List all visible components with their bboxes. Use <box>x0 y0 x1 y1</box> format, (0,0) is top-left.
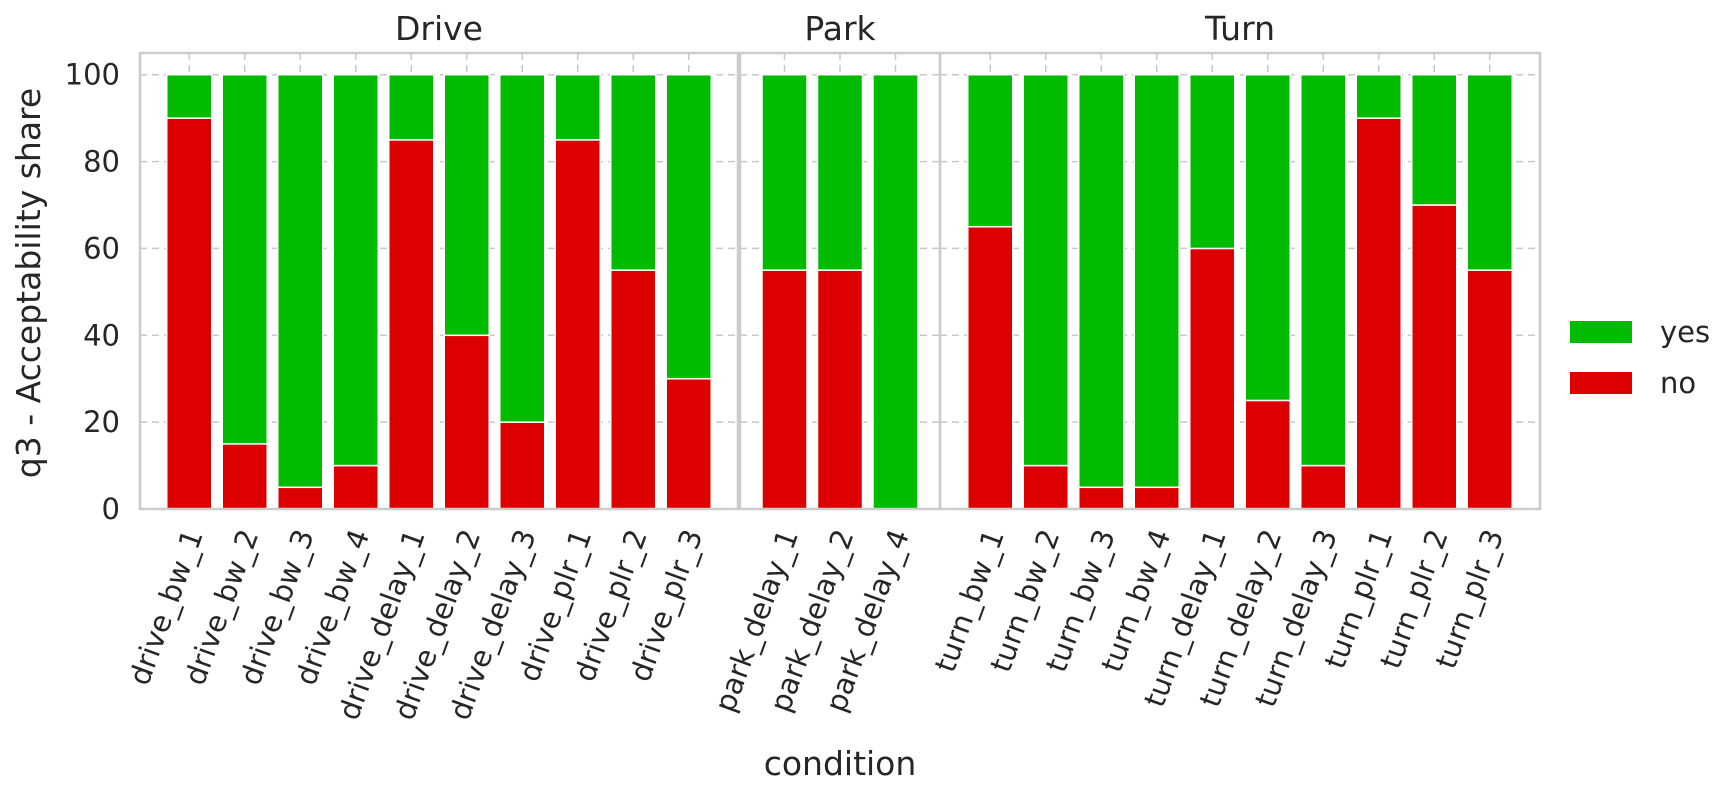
frame-layer <box>138 51 1542 511</box>
bar-no-park_delay_2 <box>816 269 864 510</box>
bar-no-drive_bw_1 <box>166 117 213 510</box>
bar-yes-drive_bw_4 <box>332 73 379 467</box>
bar-no-drive_delay_1 <box>388 139 435 510</box>
bar-yes-turn_bw_4 <box>1133 73 1180 489</box>
panel-title: Drive <box>395 9 483 48</box>
bar-no-drive_bw_2 <box>221 443 268 510</box>
y-axis-label: q3 - Acceptability share <box>9 88 48 478</box>
bar-yes-turn_plr_1 <box>1355 73 1402 119</box>
bar-yes-turn_bw_2 <box>1022 73 1069 467</box>
bar-no-drive_bw_4 <box>332 464 379 510</box>
bar-no-turn_bw_3 <box>1078 486 1125 510</box>
panel-title: Park <box>804 9 876 48</box>
panel-frame <box>138 51 740 511</box>
bar-yes-turn_delay_1 <box>1189 73 1236 250</box>
y-tick-label: 0 <box>102 492 120 526</box>
bar-yes-park_delay_2 <box>816 73 864 271</box>
bar-no-turn_plr_3 <box>1466 269 1513 510</box>
bar-yes-drive_delay_2 <box>443 73 490 337</box>
bar-yes-drive_delay_1 <box>388 73 435 141</box>
bar-no-turn_bw_4 <box>1133 486 1180 510</box>
bar-yes-turn_bw_3 <box>1078 73 1125 489</box>
bar-no-drive_plr_3 <box>665 377 712 510</box>
y-tick-label: 80 <box>83 145 120 179</box>
y-tick-label: 100 <box>65 58 120 92</box>
bar-yes-drive_plr_1 <box>554 73 601 141</box>
panel-frame <box>938 51 1542 511</box>
bar-yes-drive_bw_1 <box>166 73 213 119</box>
legend: yes no <box>1570 315 1710 400</box>
bar-no-drive_delay_2 <box>443 334 490 510</box>
bar-no-turn_bw_1 <box>967 225 1014 510</box>
bar-yes-turn_delay_2 <box>1244 73 1291 402</box>
bar-yes-park_delay_1 <box>761 73 808 271</box>
bar-yes-turn_plr_3 <box>1466 73 1513 271</box>
bar-yes-turn_delay_3 <box>1300 73 1347 467</box>
legend-label-no: no <box>1660 366 1696 400</box>
bar-no-turn_delay_1 <box>1189 247 1236 510</box>
bar-yes-turn_plr_2 <box>1411 73 1458 206</box>
legend-swatch-yes <box>1570 321 1632 343</box>
bar-no-drive_plr_2 <box>610 269 657 510</box>
bar-no-drive_delay_3 <box>499 421 546 510</box>
bar-no-turn_bw_2 <box>1022 464 1069 510</box>
bar-yes-turn_bw_1 <box>967 73 1014 228</box>
panel-title: Turn <box>1204 9 1275 48</box>
bar-no-drive_bw_3 <box>277 486 324 510</box>
bar-yes-park_delay_4 <box>872 73 919 510</box>
x-axis-label: condition <box>764 744 917 783</box>
bar-yes-drive_bw_3 <box>277 73 324 489</box>
bar-yes-drive_plr_2 <box>610 73 657 271</box>
bar-yes-drive_bw_2 <box>221 73 268 445</box>
bar-yes-drive_delay_3 <box>499 73 546 423</box>
y-tick-label: 40 <box>83 318 120 352</box>
bars-layer <box>166 73 1513 510</box>
bar-yes-drive_plr_3 <box>665 73 712 380</box>
bar-no-turn_delay_2 <box>1244 399 1291 510</box>
bar-no-turn_plr_2 <box>1411 204 1458 510</box>
y-tick-label: 60 <box>83 231 120 265</box>
legend-swatch-no <box>1570 372 1632 394</box>
bar-no-turn_delay_3 <box>1300 464 1347 510</box>
y-tick-label: 20 <box>83 405 120 439</box>
bar-no-drive_plr_1 <box>554 139 601 510</box>
bar-no-turn_plr_1 <box>1355 117 1402 510</box>
bar-no-park_delay_1 <box>761 269 808 510</box>
legend-label-yes: yes <box>1660 315 1710 349</box>
